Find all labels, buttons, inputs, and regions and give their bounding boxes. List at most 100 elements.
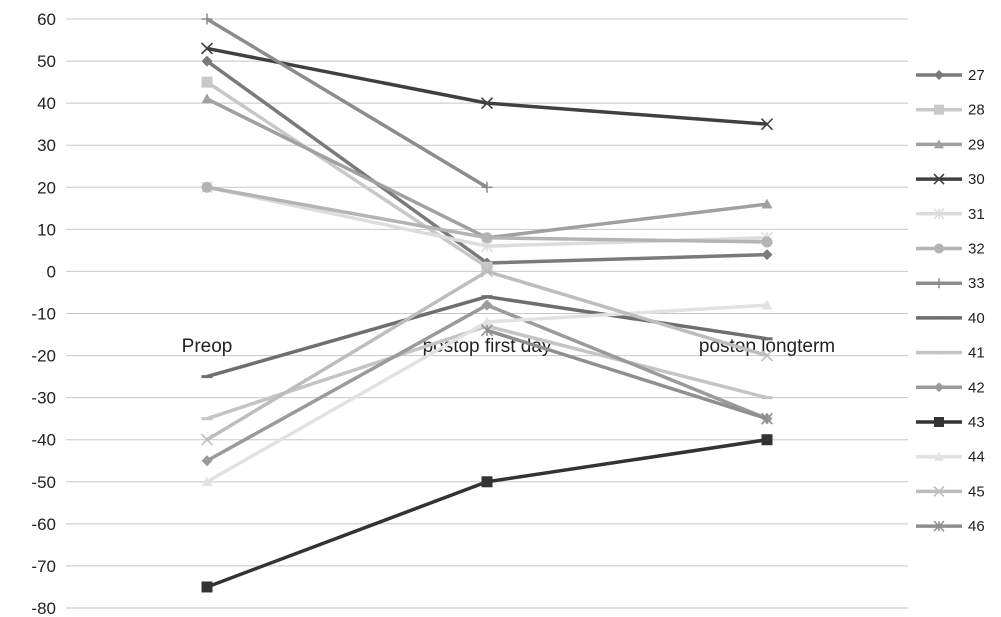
legend-label: 33 (968, 275, 985, 292)
data-point (201, 76, 213, 88)
legend-label: 42 (968, 379, 985, 396)
data-point (760, 118, 774, 131)
data-point (201, 181, 213, 193)
series-line (206, 17, 488, 189)
legend-item: 40 (916, 310, 985, 327)
data-point (201, 455, 213, 467)
data-point (761, 198, 773, 209)
data-point (934, 104, 944, 115)
legend-label: 43 (968, 414, 985, 431)
data-point (761, 434, 773, 446)
data-point (480, 97, 494, 110)
data-point (933, 208, 945, 220)
data-point (934, 417, 944, 427)
series-28 (201, 76, 493, 273)
y-tick-label: 10 (37, 220, 56, 239)
legend: 27 28 29 30 31 32 33 40 41 42 43 44 45 46 (916, 67, 985, 535)
y-tick-label: 50 (37, 52, 56, 71)
data-point (481, 261, 493, 273)
legend-item: 43 (916, 414, 985, 431)
data-point (933, 520, 945, 532)
data-point (761, 236, 773, 248)
legend-label: 29 (968, 136, 985, 153)
data-point (760, 412, 774, 425)
y-axis-tick-labels: 60 50 40 30 20 10 0 -10 -20 -30 -40 -50 -60 -70 -80 (31, 10, 56, 617)
data-point (933, 485, 945, 497)
y-tick-label: -60 (31, 515, 56, 534)
legend-label: 32 (968, 241, 985, 258)
legend-label: 46 (968, 518, 985, 535)
legend-item: 44 (916, 449, 985, 466)
y-tick-label: 60 (37, 10, 56, 29)
data-point (480, 265, 494, 278)
series-line (486, 328, 768, 421)
category-label: Preop (182, 336, 233, 357)
series-29 (201, 93, 773, 243)
data-point (934, 278, 944, 289)
data-point (201, 581, 213, 593)
y-tick-label: 0 (47, 262, 56, 281)
legend-item: 42 (916, 379, 985, 396)
data-point (933, 173, 945, 185)
series-45 (200, 265, 774, 446)
data-point (760, 349, 774, 362)
data-point (481, 316, 493, 327)
legend-label: 31 (968, 206, 985, 223)
legend-label: 44 (968, 449, 985, 466)
legend-label: 30 (968, 171, 985, 188)
y-tick-label: 30 (37, 136, 56, 155)
legend-item: 41 (916, 345, 985, 362)
series-line (206, 269, 768, 442)
data-point (201, 13, 213, 25)
legend-item: 27 (916, 67, 985, 84)
gridlines (66, 18, 908, 609)
legend-item: 30 (916, 171, 985, 188)
legend-label: 45 (968, 483, 985, 500)
legend-label: 40 (968, 310, 985, 327)
legend-item: 32 (916, 241, 985, 258)
series-lines (200, 13, 774, 593)
series-line (206, 46, 768, 126)
data-point (934, 382, 944, 393)
series-line (206, 437, 768, 589)
legend-label: 41 (968, 345, 985, 362)
series-line (206, 303, 768, 463)
data-point (201, 93, 213, 104)
series-30 (200, 42, 774, 131)
data-point (934, 139, 944, 149)
data-point (934, 243, 944, 254)
data-point (481, 476, 493, 488)
series-line (206, 97, 768, 240)
y-tick-label: -40 (31, 431, 56, 450)
legend-item: 31 (916, 206, 985, 223)
data-point (761, 299, 773, 310)
data-point (481, 232, 493, 244)
data-point (934, 451, 944, 461)
legend-item: 33 (916, 275, 985, 292)
y-tick-label: -70 (31, 557, 56, 576)
y-tick-label: -30 (31, 389, 56, 408)
y-tick-label: -50 (31, 473, 56, 492)
y-tick-label: 20 (37, 178, 56, 197)
series-33 (201, 13, 493, 193)
series-line (206, 80, 488, 269)
legend-label: 28 (968, 102, 985, 119)
y-tick-label: -20 (31, 347, 56, 366)
series-line (206, 294, 768, 379)
data-point (200, 433, 214, 446)
data-point (480, 324, 494, 337)
series-40 (201, 294, 773, 379)
data-point (761, 249, 773, 261)
series-32 (201, 181, 773, 248)
y-tick-label: -10 (31, 305, 56, 324)
legend-item: 29 (916, 136, 985, 153)
category-label: postop longterm (699, 336, 835, 357)
legend-item: 45 (916, 483, 985, 500)
legend-item: 28 (916, 102, 985, 119)
legend-label: 27 (968, 67, 985, 84)
series-line (206, 185, 768, 244)
series-43 (201, 434, 773, 593)
y-tick-label: -80 (31, 599, 56, 617)
data-point (201, 55, 213, 67)
